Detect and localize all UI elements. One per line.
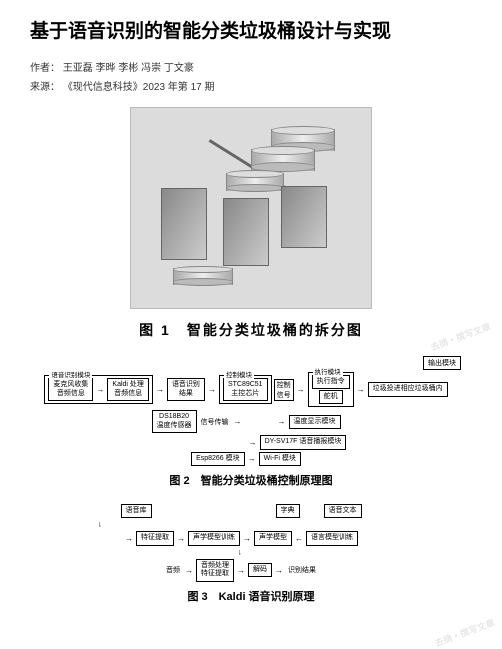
fig2-box-result: 语音识别结果	[167, 378, 205, 401]
fig3-box-dict: 字典	[276, 504, 300, 518]
figure-1: 图 1 智能分类垃圾桶的拆分图	[30, 107, 472, 340]
fig3-box-text: 语音文本	[324, 504, 362, 518]
arrow-icon: →	[248, 438, 258, 447]
fig3-label-out: 识别结果	[286, 565, 318, 575]
fig3-box-corpus: 语音库	[121, 504, 152, 518]
source-line: 来源： 《现代信息科技》2023 年第 17 期	[30, 78, 472, 93]
fig1-render	[130, 107, 372, 309]
arrow-icon: →	[155, 385, 165, 394]
fig3-box-amodel: 声学模型	[254, 531, 292, 545]
arrow-icon: →	[207, 385, 217, 394]
fig2-output-title: 输出模块	[423, 356, 461, 370]
authors-label: 作者：	[30, 63, 60, 74]
arrow-icon: →	[247, 454, 257, 463]
arrow-icon: →	[277, 417, 287, 426]
fig2-box-ds18b20: DS18B20温度传感器	[152, 410, 197, 433]
arrow-icon: →	[124, 534, 134, 543]
fig2-box-sort: 垃圾投进相应垃圾桶内	[368, 382, 448, 396]
fig3-flow: 语音库 字典 语音文本 → → 特征提取 → 声学模型训练 → 声学模型 ← 语…	[30, 502, 452, 584]
fig2-exec-title: 执行模块	[313, 366, 343, 376]
watermark-icon: 去摘・撰写文章	[433, 616, 497, 649]
fig2-group-control: 控制模块 STC89C51主控芯片	[219, 375, 272, 404]
source-text: 《现代信息科技》2023 年第 17 期	[63, 82, 215, 93]
fig3-label-audio: 音频	[164, 565, 182, 575]
fig2-box-esp8266: Esp8266 模块	[191, 452, 245, 466]
fig2-label-signal: 控制信号	[274, 379, 294, 401]
arrow-icon: →	[95, 385, 105, 394]
fig2-box-servo: 舵机	[319, 390, 343, 404]
fig1-caption: 图 1 智能分类垃圾桶的拆分图	[30, 320, 472, 340]
fig2-group-speech: 语音识别模块 麦克风收集音频信息 → Kaldi 处理音频信息	[44, 375, 153, 404]
arrow-down-icon: →	[237, 547, 246, 557]
fig3-box-train: 声学模型训练	[188, 531, 240, 545]
fig3-box-feat1: 特征提取	[136, 531, 174, 545]
fig2-control-title: 控制模块	[224, 369, 254, 379]
fig2-label-sigtrans: 信号传输	[199, 417, 231, 427]
figure-3: 语音库 字典 语音文本 → → 特征提取 → 声学模型训练 → 声学模型 ← 语…	[30, 502, 472, 604]
fig2-box-mcu: STC89C51主控芯片	[223, 378, 268, 401]
arrow-icon: →	[176, 534, 186, 543]
fig2-flow: 输出模块 语音识别模块 麦克风收集音频信息 → Kaldi 处理音频信息 → 语…	[30, 354, 462, 468]
arrow-icon: →	[233, 417, 243, 426]
fig3-box-proc: 音频处理特征提取	[196, 559, 234, 582]
source-label: 来源：	[30, 82, 60, 93]
fig2-box-tempshow: 温度显示模块	[289, 415, 341, 429]
fig3-box-lmtrain: 语言模型训练	[306, 531, 358, 545]
fig3-box-decode: 解码	[248, 563, 272, 577]
fig2-box-kaldi: Kaldi 处理音频信息	[107, 378, 149, 401]
arrow-icon: ←	[294, 534, 304, 543]
fig2-box-mic: 麦克风收集音频信息	[48, 378, 93, 401]
paper-title: 基于语音识别的智能分类垃圾桶设计与实现	[30, 20, 472, 45]
fig2-box-cmd: 执行指令	[312, 375, 350, 389]
arrow-icon: →	[184, 566, 194, 575]
figure-2: 输出模块 语音识别模块 麦克风收集音频信息 → Kaldi 处理音频信息 → 语…	[30, 354, 472, 488]
arrow-icon: →	[274, 566, 284, 575]
fig2-speech-title: 语音识别模块	[49, 369, 92, 379]
arrow-down-icon: →	[97, 520, 106, 530]
arrow-icon: →	[242, 534, 252, 543]
authors-names: 王亚磊 李晔 李彬 冯崇 丁文豪	[63, 63, 194, 74]
arrow-icon: →	[296, 385, 306, 394]
authors-line: 作者： 王亚磊 李晔 李彬 冯崇 丁文豪	[30, 59, 472, 74]
fig2-group-exec: 执行模块 执行指令 舵机	[308, 372, 354, 408]
fig2-caption: 图 2 智能分类垃圾桶控制原理图	[30, 472, 472, 488]
fig2-box-wifi: Wi-Fi 模块	[259, 452, 301, 466]
arrow-icon: →	[356, 385, 366, 394]
arrow-icon: →	[236, 566, 246, 575]
fig2-box-dysv: DY-SV17F 语音播报模块	[260, 435, 347, 449]
fig3-caption: 图 3 Kaldi 语音识别原理	[30, 588, 472, 604]
